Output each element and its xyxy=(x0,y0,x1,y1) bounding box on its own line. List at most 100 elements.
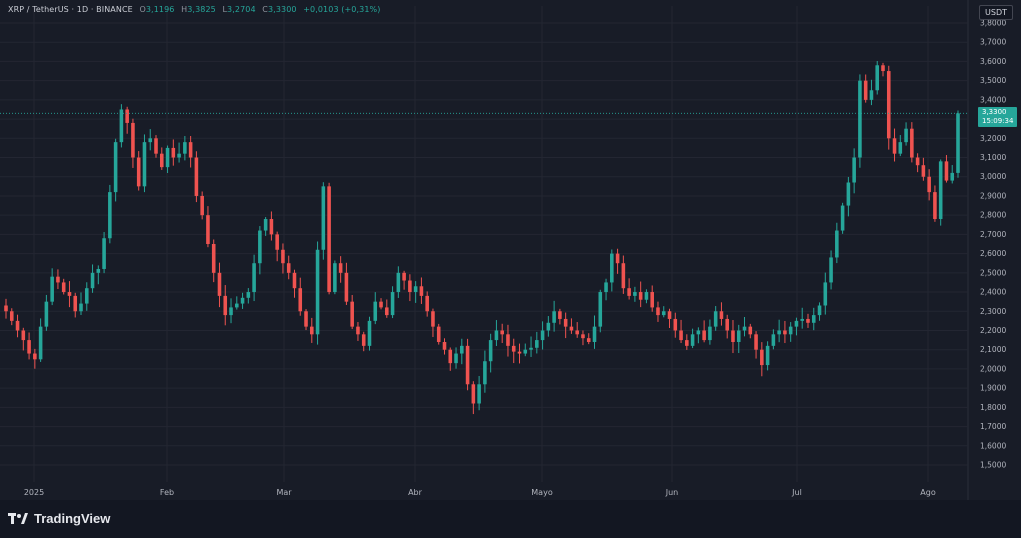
bar-countdown: 15:09:34 xyxy=(982,117,1014,126)
candle-body xyxy=(275,234,279,250)
y-tick-label: 3,4000 xyxy=(980,95,1006,104)
candle-body xyxy=(402,272,406,281)
candle-body xyxy=(4,305,8,312)
symbol-title[interactable]: XRP / TetherUS · 1D · BINANCE xyxy=(8,5,133,14)
candle-body xyxy=(500,330,504,335)
price-axis[interactable] xyxy=(968,0,1021,500)
candle-body xyxy=(488,340,493,362)
candle-body xyxy=(598,292,603,327)
candle-body xyxy=(690,334,695,346)
candle-body xyxy=(615,253,620,264)
candle-body xyxy=(777,330,781,335)
candle-body xyxy=(829,257,833,283)
candle-body xyxy=(148,138,153,143)
candle-body xyxy=(627,288,631,296)
candle-body xyxy=(425,295,429,312)
candle-body xyxy=(748,326,753,335)
tradingview-logo[interactable]: TradingView xyxy=(8,511,110,526)
y-tick-label: 1,6000 xyxy=(980,441,1006,450)
candle-body xyxy=(529,347,533,350)
candle-body xyxy=(898,142,903,154)
y-tick-label: 2,5000 xyxy=(980,268,1006,277)
candle-body xyxy=(852,157,856,183)
candle-body xyxy=(431,311,435,327)
candle-body xyxy=(765,345,770,366)
low-label: L xyxy=(222,5,228,14)
y-tick-label: 3,6000 xyxy=(980,57,1006,66)
candle-body xyxy=(569,326,574,331)
candle-body xyxy=(881,65,885,72)
candle-body xyxy=(742,326,747,331)
candle-body xyxy=(644,292,649,300)
candle-body xyxy=(604,282,608,293)
candle-body xyxy=(523,349,528,354)
candle-body xyxy=(413,286,418,293)
candle-body xyxy=(44,301,49,327)
candle-body xyxy=(211,244,216,273)
candle-body xyxy=(540,330,545,341)
candle-body xyxy=(483,361,487,385)
y-tick-label: 3,1000 xyxy=(980,153,1006,162)
y-tick-label: 3,5000 xyxy=(980,76,1006,85)
candle-body xyxy=(811,315,816,323)
y-tick-label: 2,3000 xyxy=(980,307,1006,316)
candle-body xyxy=(310,326,314,335)
candle-body xyxy=(621,263,626,289)
y-tick-label: 2,9000 xyxy=(980,191,1006,200)
x-tick-label: Ago xyxy=(920,488,936,497)
candle-body xyxy=(9,311,14,321)
candle-body xyxy=(338,263,343,273)
candle-body xyxy=(725,318,730,331)
chart-area[interactable]: 3,80003,70003,60003,50003,40003,30003,20… xyxy=(0,0,1021,500)
candle-body xyxy=(84,288,89,304)
candle-body xyxy=(27,340,31,354)
y-tick-label: 2,2000 xyxy=(980,326,1006,335)
y-tick-label: 1,9000 xyxy=(980,384,1006,393)
candle-body xyxy=(385,307,389,316)
candle-body xyxy=(886,71,891,139)
candle-body xyxy=(373,301,378,321)
candle-body xyxy=(286,263,291,273)
candle-body xyxy=(252,263,256,293)
candle-body xyxy=(633,292,637,296)
y-tick-label: 3,7000 xyxy=(980,38,1006,47)
candle-body xyxy=(344,272,349,302)
candle-body xyxy=(586,338,591,343)
candle-body xyxy=(875,65,880,91)
candle-body xyxy=(858,80,862,158)
candle-body xyxy=(315,249,320,335)
candle-body xyxy=(465,345,470,385)
candle-body xyxy=(702,330,706,341)
candle-body xyxy=(292,272,297,289)
footer-bar: TradingView xyxy=(0,500,1021,538)
candlestick-chart[interactable]: 3,80003,70003,60003,50003,40003,30003,20… xyxy=(0,0,1021,500)
candle-body xyxy=(350,301,354,327)
candle-body xyxy=(794,320,799,327)
candle-body xyxy=(90,272,95,289)
candle-body xyxy=(685,340,689,346)
candle-body xyxy=(113,142,118,193)
close-label: C xyxy=(262,5,268,14)
candle-body xyxy=(396,272,401,293)
candle-body xyxy=(546,322,551,331)
currency-button[interactable]: USDT xyxy=(979,5,1013,20)
x-tick-label: Feb xyxy=(160,488,174,497)
x-tick-label: Abr xyxy=(408,488,423,497)
candle-body xyxy=(333,263,337,293)
candle-body xyxy=(915,157,920,166)
candle-body xyxy=(327,186,331,293)
candle-body xyxy=(379,301,383,308)
candle-body xyxy=(656,307,660,316)
high-label: H xyxy=(181,5,188,14)
last-price-label: 3,3300 15:09:34 xyxy=(978,107,1018,128)
candle-body xyxy=(783,330,787,335)
candle-body xyxy=(200,195,204,216)
candle-body xyxy=(38,326,43,360)
candle-body xyxy=(708,326,712,341)
y-tick-label: 1,8000 xyxy=(980,403,1006,412)
y-tick-label: 3,2000 xyxy=(980,134,1006,143)
y-tick-label: 1,7000 xyxy=(980,422,1006,431)
candle-body xyxy=(517,351,522,354)
candle-body xyxy=(471,384,476,404)
y-tick-label: 2,0000 xyxy=(980,364,1006,373)
